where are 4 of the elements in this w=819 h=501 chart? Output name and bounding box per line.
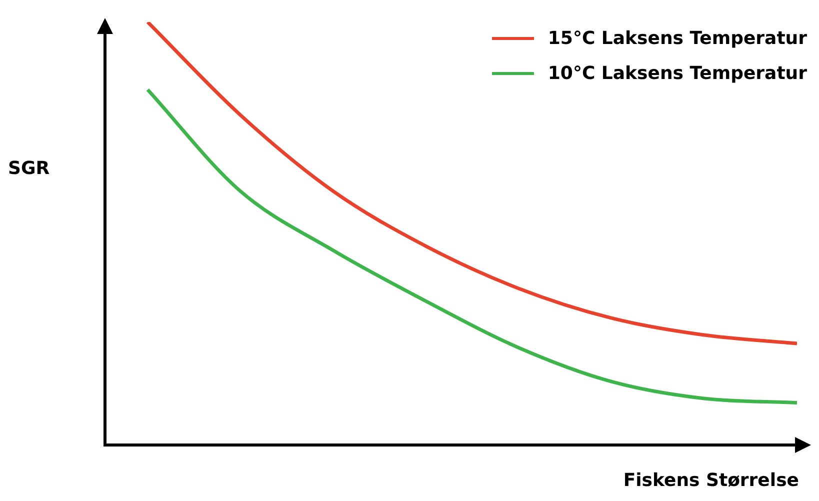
y-axis-title: SGR: [8, 158, 50, 179]
legend-label: 10°C Laksens Temperatur: [548, 63, 807, 84]
legend-label: 15°C Laksens Temperatur: [548, 28, 807, 49]
x-axis-title: Fiskens Størrelse: [623, 470, 799, 491]
